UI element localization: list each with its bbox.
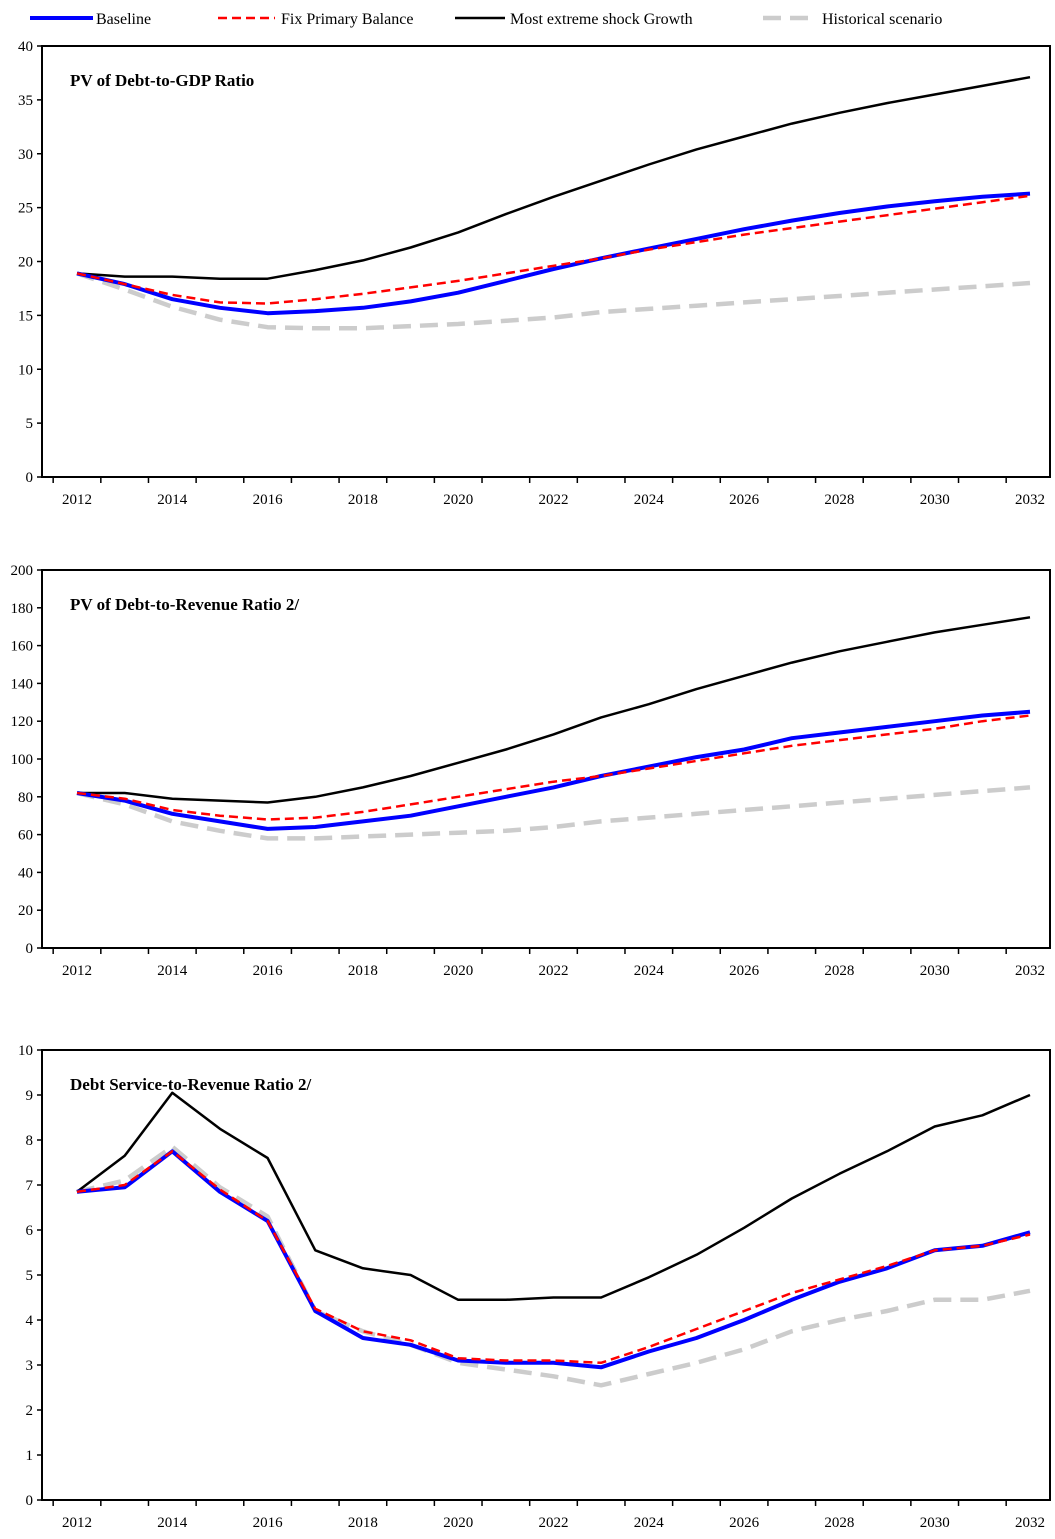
legend-label: Baseline [96, 11, 151, 28]
legend-item-3: Most extreme shock Growth [455, 11, 693, 28]
chart-panel-1: 0 5 10 15 20 25 30 35 40 2012 2014 2016 2018 2020 2022… [18, 39, 1051, 508]
y-tick-label: 120 [11, 714, 34, 730]
x-tick-label: 2022 [539, 963, 569, 979]
y-tick-label: 5 [26, 1268, 34, 1284]
y-tick-label: 3 [26, 1358, 34, 1374]
x-tick-label: 2014 [157, 963, 188, 979]
x-tick-label: 2020 [443, 963, 473, 979]
x-tick-label: 2028 [824, 1515, 854, 1531]
x-tick-label: 2026 [729, 1515, 760, 1531]
x-tick-label: 2032 [1015, 492, 1045, 508]
y-tick-label: 20 [18, 255, 33, 271]
series-line-fix-primary-balance [76, 194, 1031, 305]
y-tick-label: 35 [18, 93, 33, 109]
x-tick-label: 2012 [62, 1515, 92, 1531]
x-tick-label: 2022 [539, 1515, 569, 1531]
legend-item-1: Baseline [30, 11, 151, 28]
x-tick-label: 2022 [539, 492, 569, 508]
y-tick-label: 7 [26, 1178, 34, 1194]
y-tick-label: 140 [11, 676, 34, 692]
x-tick-label: 2028 [824, 963, 854, 979]
series-line-baseline [76, 191, 1031, 316]
chart-panel-2: 0 20 40 60 80 100 120 140 160 180 200 2012 2014 2016 2… [11, 563, 1051, 979]
y-tick-label: 6 [26, 1223, 34, 1239]
y-tick-label: 200 [11, 563, 34, 579]
x-tick-label: 2030 [920, 1515, 950, 1531]
y-tick-label: 15 [18, 308, 33, 324]
y-tick-label: 5 [26, 416, 34, 432]
y-tick-label: 9 [26, 1088, 34, 1104]
y-tick-label: 0 [26, 941, 34, 957]
x-tick-label: 2030 [920, 963, 950, 979]
y-tick-label: 0 [26, 1493, 34, 1509]
y-tick-label: 60 [18, 828, 33, 844]
series-line-most-extreme-shock-growth [77, 616, 1031, 804]
x-tick-label: 2016 [253, 963, 284, 979]
y-tick-label: 30 [18, 147, 33, 163]
x-tick-label: 2018 [348, 492, 378, 508]
x-tick-label: 2030 [920, 492, 950, 508]
series-line-most-extreme-shock-growth [76, 75, 1031, 280]
series-line-fix-primary-balance [76, 714, 1031, 821]
x-tick-label: 2014 [157, 1515, 188, 1531]
y-tick-label: 100 [11, 752, 34, 768]
x-tick-label: 2020 [443, 1515, 473, 1531]
legend-label: Fix Primary Balance [281, 11, 413, 28]
x-tick-label: 2018 [348, 963, 378, 979]
panel-title: Debt Service-to-Revenue Ratio 2/ [70, 1075, 312, 1094]
plot-frame [41, 1049, 1051, 1501]
y-tick-label: 40 [18, 865, 33, 881]
series-line-historical-scenario [76, 1144, 1031, 1388]
series-line-historical-scenario [76, 785, 1031, 841]
series-line-historical-scenario [76, 271, 1031, 331]
y-tick-label: 4 [26, 1313, 34, 1329]
panel-title: PV of Debt-to-Revenue Ratio 2/ [70, 595, 299, 614]
y-tick-label: 10 [18, 362, 33, 378]
legend-label: Most extreme shock Growth [510, 11, 693, 28]
legend: Baseline Fix Primary Balance Most extreme … [30, 11, 942, 28]
legend-label: Historical scenario [822, 11, 942, 28]
y-tick-label: 160 [11, 639, 34, 655]
x-tick-label: 2028 [824, 492, 854, 508]
x-tick-label: 2024 [634, 492, 665, 508]
y-tick-label: 180 [11, 601, 34, 617]
series-line-baseline [76, 1149, 1031, 1370]
x-tick-label: 2024 [634, 1515, 665, 1531]
y-tick-label: 0 [26, 470, 34, 486]
x-tick-label: 2016 [253, 492, 284, 508]
x-tick-label: 2026 [729, 492, 760, 508]
legend-item-2: Fix Primary Balance [218, 11, 413, 28]
chart-panel-3: 0 1 2 3 4 5 6 7 8 9 10 2012 2014 2016 2018 2020 2022 2024… [18, 1043, 1051, 1531]
y-tick-label: 10 [18, 1043, 33, 1059]
x-tick-label: 2012 [62, 963, 92, 979]
x-tick-label: 2016 [253, 1515, 284, 1531]
y-tick-label: 2 [26, 1403, 34, 1419]
plot-frame [41, 45, 1051, 478]
y-tick-label: 40 [18, 39, 33, 55]
series-line-most-extreme-shock-growth [76, 1091, 1031, 1302]
y-tick-label: 20 [18, 903, 33, 919]
plot-frame [41, 569, 1051, 949]
y-tick-label: 25 [18, 201, 33, 217]
x-tick-label: 2026 [729, 963, 760, 979]
panel-title: PV of Debt-to-GDP Ratio [70, 71, 254, 90]
x-tick-label: 2018 [348, 1515, 378, 1531]
x-tick-label: 2014 [157, 492, 188, 508]
series-line-baseline [76, 709, 1031, 831]
x-tick-label: 2032 [1015, 1515, 1045, 1531]
series-line-fix-primary-balance [76, 1150, 1031, 1365]
x-tick-label: 2024 [634, 963, 665, 979]
x-tick-label: 2012 [62, 492, 92, 508]
x-tick-label: 2020 [443, 492, 473, 508]
x-tick-label: 2032 [1015, 963, 1045, 979]
y-tick-label: 1 [26, 1448, 34, 1464]
y-tick-label: 8 [26, 1133, 34, 1149]
y-tick-label: 80 [18, 790, 33, 806]
legend-item-4: Historical scenario [763, 11, 942, 28]
